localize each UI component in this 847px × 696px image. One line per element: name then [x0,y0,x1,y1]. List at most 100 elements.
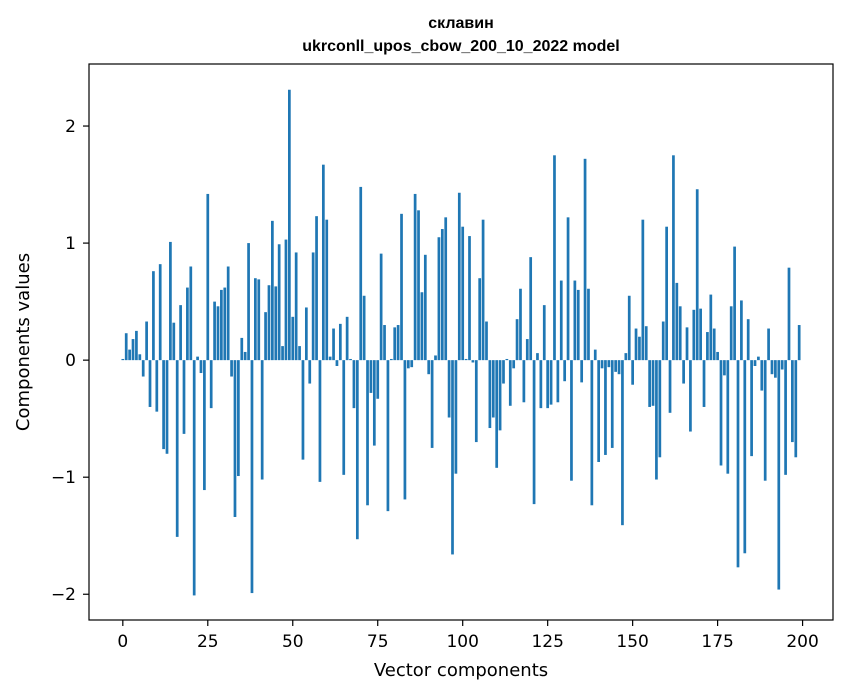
bar [471,360,475,363]
bar [298,346,301,361]
bar [203,360,206,491]
bar [434,355,437,361]
bar [607,360,611,368]
bar [321,164,325,361]
bar [172,322,176,361]
bar [349,358,352,361]
bar [437,237,441,361]
bar [240,337,244,361]
bar [454,360,458,474]
bar [542,305,546,361]
bar [651,360,655,406]
bar [461,226,465,361]
bar [757,356,760,361]
bar [485,321,488,361]
bar [288,89,291,361]
bar [600,360,604,369]
bar [400,213,403,361]
bar [294,252,298,361]
bar [777,360,781,590]
bar [661,321,665,361]
y-tick-label: −1 [51,468,76,488]
bar [580,360,584,383]
bar [366,360,369,506]
bar [233,360,237,517]
bar [685,327,689,361]
bar [257,279,261,361]
bar [141,360,145,377]
x-tick-label: 200 [786,632,818,652]
bar [468,236,471,361]
bar [576,289,580,361]
bar [274,286,278,361]
bar [491,360,495,418]
bar [665,226,668,361]
bar [427,360,431,375]
bar [702,360,706,407]
bar [614,360,618,372]
bar [539,360,543,409]
bar [736,360,740,568]
bar [206,193,210,361]
bar [559,280,563,361]
bar [478,278,482,361]
bar [383,325,386,361]
bar [264,312,267,361]
bar [318,360,322,482]
bar [128,349,131,361]
bar [675,282,679,361]
bar [175,360,179,537]
y-tick-label: 0 [65,351,76,371]
bar [634,328,638,361]
bar [791,360,794,443]
x-tick-label: 125 [531,632,563,652]
bar [223,287,227,361]
bar [338,323,342,361]
bar [726,360,730,474]
bar [597,360,601,462]
bar [743,360,747,554]
bar [563,360,567,382]
bar [199,360,203,374]
bar [284,239,288,361]
bar [243,351,247,361]
bar [593,349,597,361]
bar [226,266,230,361]
bars-group [121,89,801,596]
bar [335,360,339,366]
x-axis-ticks: 0 25 50 75 100 125 150 175 200 [117,620,819,652]
x-tick-label: 175 [701,632,733,652]
bar [209,360,213,409]
bar [529,257,533,361]
bar [474,360,478,443]
bar [420,292,424,361]
bar [131,339,135,361]
bar [536,353,539,361]
bar [502,360,505,384]
bar [328,356,332,361]
bar [413,193,417,361]
bar [573,280,577,361]
bar [155,360,159,412]
bar [342,360,346,475]
bar [403,360,407,500]
bar [250,360,254,594]
bar [138,354,142,361]
bar [525,339,529,361]
x-tick-label: 150 [616,632,648,652]
bar [440,229,444,361]
bar [515,319,519,361]
bar [519,288,522,361]
bar [512,360,516,369]
y-tick-label: 1 [65,234,76,254]
bar [590,360,594,506]
y-axis-label: Components values [13,253,34,431]
bar [457,192,461,361]
bar [740,300,743,361]
bar [712,328,716,361]
bar [770,360,774,375]
plot-area-frame [88,63,834,621]
bar [369,360,373,393]
bar [165,360,169,454]
bar [733,246,736,361]
